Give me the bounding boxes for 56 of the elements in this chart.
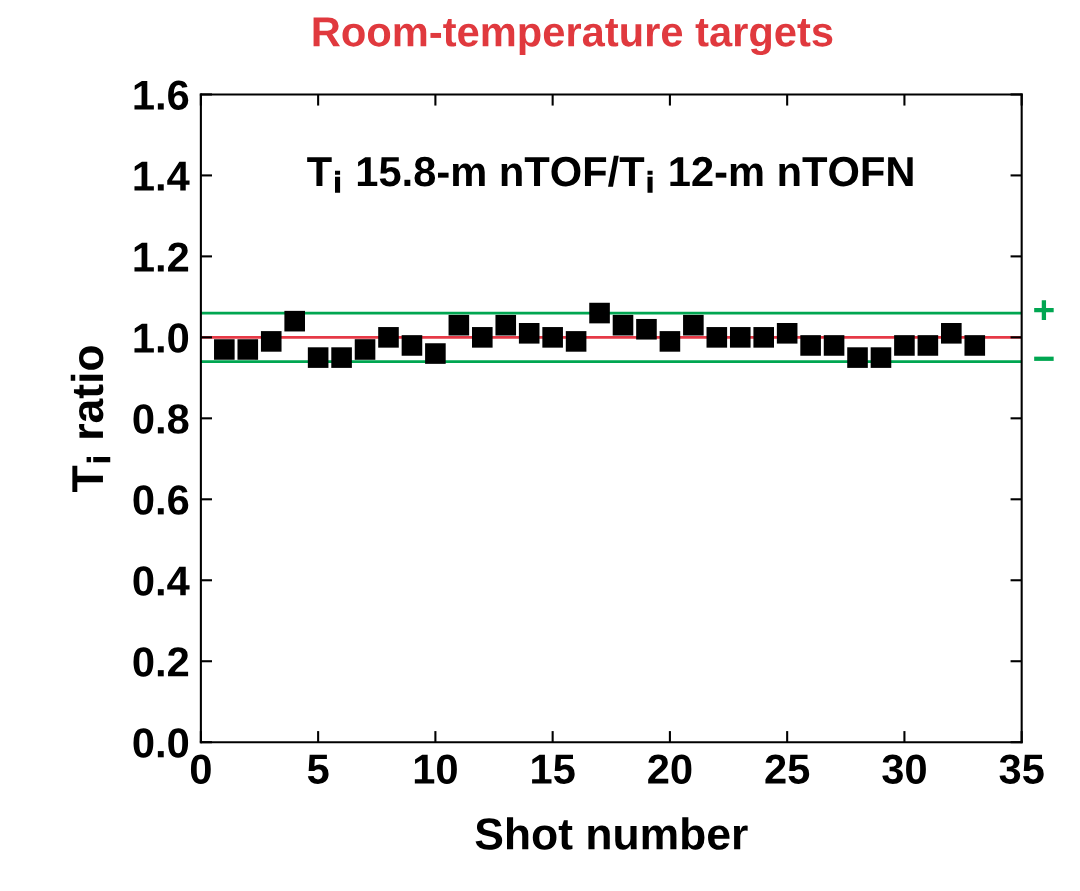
point <box>776 323 798 344</box>
x-tick-label: 20 <box>648 754 692 784</box>
y-tick-label: 1.4 <box>134 161 190 191</box>
point <box>378 327 399 348</box>
ref-line-label: + <box>1034 300 1054 321</box>
point <box>237 339 259 360</box>
y-tick-label: 0.6 <box>133 485 189 515</box>
point <box>425 343 446 364</box>
point <box>636 318 657 340</box>
point <box>214 339 235 360</box>
y-axis-title: T$_{i}$ ratio <box>70 346 111 493</box>
point <box>894 335 915 356</box>
point <box>800 335 821 356</box>
y-tick-label: 0.4 <box>133 566 190 596</box>
x-tick-label: 25 <box>765 754 810 784</box>
x-tick-label: 0 <box>190 754 211 784</box>
y-tick-label: 1.0 <box>134 323 189 353</box>
point <box>472 327 493 348</box>
y-tick-label: 0.8 <box>133 404 189 434</box>
x-tick-label: 10 <box>414 754 457 784</box>
x-tick-label: 15 <box>532 754 575 784</box>
point <box>683 314 704 336</box>
point <box>284 310 305 332</box>
point <box>589 302 610 324</box>
point <box>518 323 540 344</box>
point <box>847 347 868 368</box>
point <box>729 327 751 348</box>
point <box>565 331 587 352</box>
y-tick-label: 1.2 <box>134 242 189 272</box>
point <box>659 331 681 352</box>
point <box>354 339 376 360</box>
point <box>941 323 962 344</box>
x-tick-label: 35 <box>999 754 1044 784</box>
chart-title: Room-temperature targets <box>313 17 833 56</box>
y-tick-label: 0.2 <box>133 647 189 677</box>
y-tick-label: 1.6 <box>134 80 189 110</box>
x-tick-label: 30 <box>882 754 926 784</box>
x-tick-label: 5 <box>307 754 329 784</box>
point <box>331 347 352 368</box>
y-tick-label: 0.0 <box>133 728 189 758</box>
point <box>823 335 845 356</box>
annotation: T$_{i}$ 15.8-m nTOF/T$_{i}$ 12-m nTOFN <box>307 155 913 193</box>
point <box>401 335 423 356</box>
point <box>260 331 282 352</box>
point <box>964 335 986 356</box>
point <box>307 347 329 368</box>
point <box>448 314 470 336</box>
point <box>495 314 517 336</box>
point <box>870 347 892 368</box>
point <box>612 314 634 336</box>
x-axis-title: Shot number <box>475 817 748 850</box>
point <box>917 335 939 356</box>
point <box>753 327 775 348</box>
point <box>542 327 563 348</box>
point <box>706 327 728 348</box>
ref-line-label: − <box>1034 356 1054 361</box>
